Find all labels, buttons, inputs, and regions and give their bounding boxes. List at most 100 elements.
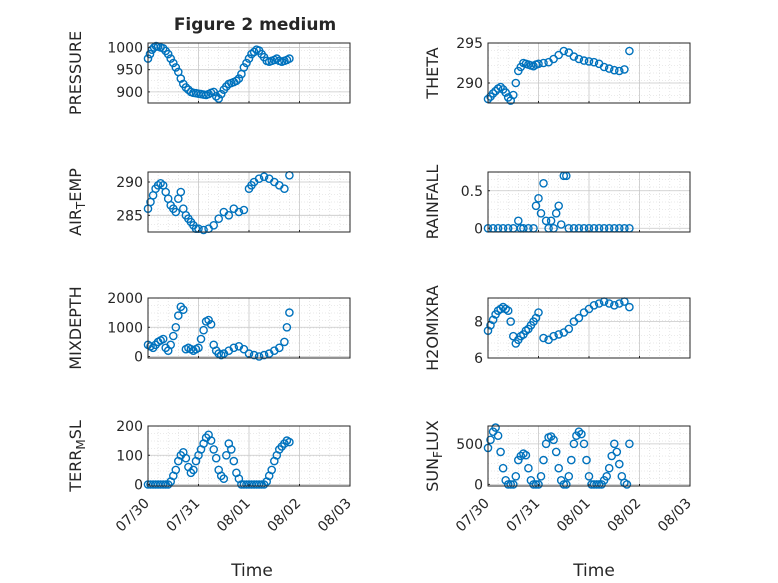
data-point	[189, 465, 198, 475]
data-point	[171, 207, 181, 217]
data-point	[209, 87, 218, 97]
y-tick-label: 8	[474, 315, 483, 331]
data-point	[531, 201, 541, 211]
data-point	[531, 480, 541, 489]
data-point	[539, 455, 548, 465]
subplot-7: 0 100 200 TERRMSL 07/30 07/31 08/01 08/02 08/03	[66, 419, 355, 535]
data-point	[607, 451, 617, 461]
data-point	[521, 450, 531, 460]
data-point	[562, 480, 571, 489]
data-point	[584, 471, 594, 481]
tick-marks	[147, 297, 351, 358]
data-point	[534, 308, 543, 317]
tick-marks	[487, 443, 691, 486]
y-tick-label: 1000	[107, 320, 143, 336]
x-tick-label: 07/30	[453, 496, 493, 536]
data-point	[498, 463, 508, 473]
y-tick-label: 0.5	[461, 184, 483, 200]
data-point	[599, 62, 609, 72]
tick-marks	[147, 46, 351, 103]
y-tick-label: 950	[116, 63, 143, 79]
data-point	[259, 172, 269, 181]
data-point	[171, 63, 181, 72]
y-axis-label: RAINFALL	[423, 165, 442, 240]
data-point	[242, 58, 251, 68]
data-point	[199, 325, 208, 335]
data-point	[589, 300, 599, 310]
data-point	[224, 210, 234, 220]
data-point	[267, 465, 277, 475]
x-tick-label: 07/30	[113, 496, 153, 536]
y-tick-label: 0	[134, 350, 143, 366]
data-point	[496, 82, 505, 92]
data-point	[181, 453, 191, 463]
data-point	[244, 54, 254, 63]
data-point	[209, 445, 218, 454]
data-point	[541, 216, 551, 226]
y-axis-label: PRESSURE	[66, 31, 85, 115]
data-point	[503, 306, 513, 316]
series-points	[143, 302, 294, 361]
y-axis-label: TERRMSL	[66, 420, 88, 493]
data-point	[211, 453, 221, 463]
data-point	[209, 220, 218, 230]
data-point	[579, 56, 589, 65]
data-point	[559, 480, 569, 489]
data-point	[554, 201, 564, 211]
data-point	[592, 480, 601, 489]
x-axis-label-left: Time	[230, 561, 273, 581]
data-point	[625, 302, 634, 312]
y-axis-label: AIRTEMP	[66, 168, 88, 236]
data-point	[584, 57, 594, 66]
data-point	[549, 435, 558, 445]
y-axis-label: H2OMIXRA	[423, 285, 442, 371]
y-tick-label: 285	[116, 208, 143, 224]
data-point	[204, 315, 213, 325]
data-point	[232, 76, 241, 86]
data-point	[559, 46, 569, 56]
data-point	[488, 89, 498, 98]
y-tick-label: 500	[456, 437, 483, 453]
data-point	[539, 333, 548, 343]
subplot-1: 900 950 1000 PRESSURE	[66, 31, 351, 115]
subplot-2: 290 295 THETA	[423, 36, 691, 105]
data-point	[178, 305, 188, 315]
y-axis-label: THETA	[423, 47, 442, 99]
data-point	[254, 480, 264, 489]
data-point	[574, 54, 584, 64]
data-point	[176, 187, 186, 197]
data-point	[579, 439, 589, 449]
data-point	[508, 480, 518, 489]
data-point	[539, 178, 548, 188]
data-point	[615, 299, 624, 308]
data-point	[199, 225, 208, 235]
data-point	[214, 94, 223, 103]
data-point	[229, 456, 239, 466]
data-point	[612, 447, 622, 457]
data-point	[173, 311, 183, 320]
data-point	[610, 65, 619, 75]
x-axis-label-right: Time	[572, 561, 615, 581]
y-tick-label: 200	[116, 419, 143, 435]
y-axis-label: MIXDEPTH	[66, 286, 85, 369]
y-tick-label: 290	[456, 76, 483, 92]
data-point	[615, 459, 624, 469]
data-point	[214, 214, 223, 223]
figure-title: Figure 2 medium	[174, 15, 336, 35]
data-point	[556, 220, 566, 229]
data-point	[620, 65, 629, 74]
data-point	[282, 322, 292, 332]
series-points	[483, 46, 634, 105]
y-tick-label: 6	[474, 351, 483, 367]
x-tick-label: 08/03	[655, 496, 695, 536]
data-point	[153, 180, 163, 190]
data-point	[506, 317, 516, 326]
data-point	[574, 427, 584, 437]
data-point	[285, 308, 294, 317]
data-point	[249, 350, 259, 360]
data-point	[534, 480, 543, 489]
data-point	[569, 52, 579, 61]
data-point	[516, 451, 526, 461]
x-tick-label: 08/01	[554, 496, 594, 536]
